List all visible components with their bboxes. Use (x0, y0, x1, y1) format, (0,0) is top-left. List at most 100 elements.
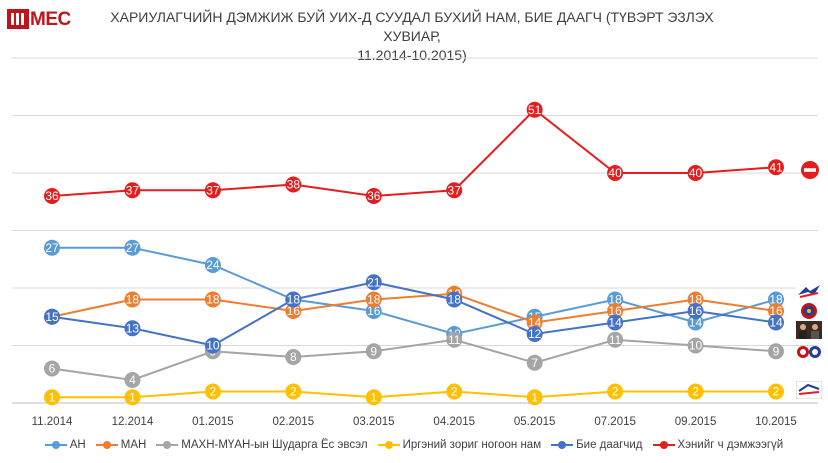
data-point (44, 360, 60, 377)
data-point (607, 303, 624, 319)
data-point (687, 314, 704, 331)
data-label: 4 (129, 373, 136, 387)
series-line (51, 281, 777, 347)
legend-label: АН (69, 439, 86, 451)
x-tick-label: 09.2015 (675, 416, 717, 428)
data-point (446, 291, 463, 308)
chart-title: ХАРИУЛАГЧИЙН ДЭМЖИЖ БУЙ УИХ-Д СУУДАЛ БУХ… (82, 8, 742, 65)
data-point (607, 165, 624, 181)
data-point (44, 389, 60, 406)
data-point (124, 182, 141, 199)
legend-label: МАХН-МҮАН-ын Шударга Ёс эвсэл (181, 439, 368, 451)
justice-coalition-logo-icon (797, 346, 821, 358)
chart-title-line2: 11.2014-10.2015) (357, 47, 467, 63)
legend-label: Хэнийг ч дэмжээгүй (677, 439, 784, 451)
data-point (446, 182, 463, 199)
legend-item: МАХН-МҮАН-ын Шударга Ёс эвсэл (156, 438, 368, 452)
data-label: 16 (608, 304, 622, 318)
data-label: 18 (206, 293, 220, 307)
x-tick-label: 10.2015 (755, 416, 797, 428)
data-point (526, 101, 543, 118)
data-label: 2 (210, 385, 217, 399)
legend-item: АН (44, 438, 86, 452)
data-point (607, 383, 624, 400)
data-label: 14 (769, 316, 783, 330)
data-label: 41 (769, 160, 783, 174)
data-point (526, 389, 543, 406)
data-label: 37 (126, 183, 140, 197)
green-party-logo-icon (796, 381, 822, 399)
data-point (607, 331, 624, 348)
data-label: 6 (49, 362, 56, 376)
x-tick-label: 04.2015 (433, 416, 475, 428)
x-tick-label: 11.2014 (32, 416, 73, 428)
data-label: 37 (448, 183, 462, 197)
data-label: 27 (45, 241, 59, 255)
data-label: 2 (612, 385, 619, 399)
data-point (607, 314, 624, 331)
data-label: 1 (129, 390, 136, 404)
independents-photo-icon (796, 321, 822, 339)
data-point (285, 349, 302, 365)
data-label: 14 (689, 316, 703, 330)
data-label: 38 (287, 178, 301, 192)
data-point (44, 188, 60, 204)
data-point (526, 326, 543, 342)
data-label: 10 (206, 339, 220, 353)
data-label: 21 (367, 275, 381, 289)
data-point (446, 383, 463, 400)
legend-label: Иргэний зориг ногоон нам (402, 439, 542, 451)
data-label: 2 (451, 385, 458, 399)
data-point (687, 383, 704, 400)
data-label: 18 (126, 293, 140, 307)
data-point (285, 291, 302, 308)
data-point (687, 165, 704, 181)
data-label: 18 (287, 293, 301, 307)
data-label: 16 (367, 304, 381, 318)
data-point (285, 176, 302, 193)
democratic-party-logo-icon (796, 283, 822, 301)
data-label: 12 (528, 327, 542, 341)
data-label: 16 (287, 304, 301, 318)
data-point (768, 383, 784, 400)
data-label: 18 (769, 293, 783, 307)
data-label: 16 (689, 304, 703, 318)
data-label: 8 (290, 350, 297, 364)
data-label: 1 (49, 390, 56, 404)
data-point (44, 239, 60, 256)
data-label: 18 (689, 293, 703, 307)
data-label: 2 (773, 385, 780, 399)
data-point (446, 331, 463, 348)
data-label: 1 (370, 390, 377, 404)
data-point (124, 389, 141, 406)
legend-swatch (156, 438, 179, 452)
data-label: 40 (689, 166, 703, 180)
series-line (52, 390, 776, 399)
data-point (768, 343, 784, 360)
data-label: 37 (206, 183, 220, 197)
mec-logo-mark (7, 9, 29, 29)
data-point (768, 303, 784, 319)
data-point (607, 291, 624, 308)
data-point (687, 337, 704, 354)
legend-item: Бие даагчид (551, 438, 643, 452)
mpp-logo-icon (801, 303, 817, 319)
legend-label: МАН (120, 439, 147, 451)
data-point (124, 372, 141, 388)
data-point (365, 343, 382, 360)
data-point (768, 291, 784, 308)
legend-swatch (652, 438, 675, 452)
data-point (44, 308, 60, 325)
data-label: 14 (528, 316, 542, 330)
data-point (768, 314, 784, 331)
data-point (365, 291, 382, 308)
data-point (526, 314, 543, 331)
data-label: 36 (367, 189, 381, 203)
mec-logo: MEC (6, 6, 72, 32)
series-line (51, 108, 777, 198)
x-tick-label: 07.2015 (594, 416, 636, 428)
legend-swatch (95, 438, 118, 452)
data-label: 27 (126, 241, 140, 255)
data-point (124, 291, 141, 308)
data-label: 11 (609, 333, 622, 347)
